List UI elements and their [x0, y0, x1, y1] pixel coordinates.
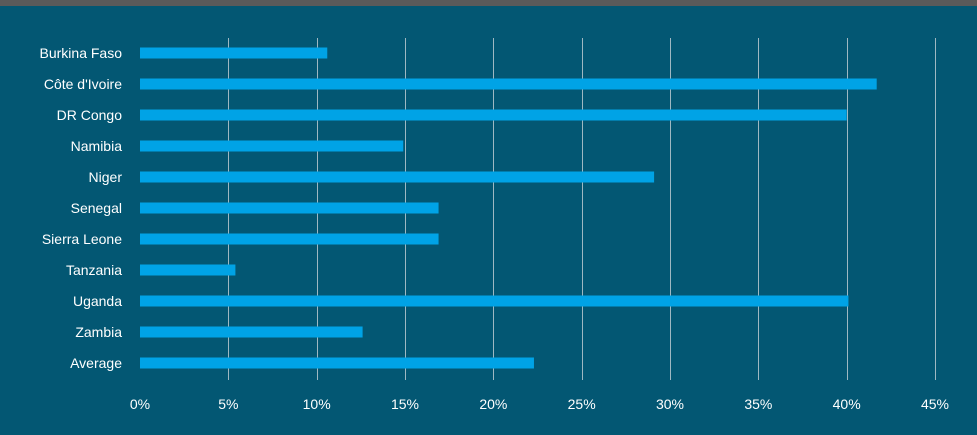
category-label: Senegal — [71, 200, 122, 216]
category-label: Côte d'Ivoire — [44, 76, 122, 92]
x-tick-label: 40% — [833, 396, 861, 412]
category-label: Niger — [89, 169, 123, 185]
x-tick-label: 30% — [656, 396, 684, 412]
x-tick-label: 15% — [391, 396, 419, 412]
x-tick-label: 35% — [744, 396, 772, 412]
gridlines — [228, 38, 936, 380]
x-tick-label: 25% — [568, 396, 596, 412]
category-label: Zambia — [75, 324, 122, 340]
bar — [140, 295, 849, 307]
category-label: Average — [70, 355, 122, 371]
bar — [140, 202, 439, 214]
x-axis-tick-labels: 0% 5% 10% 15% 20% 25% 30% 35% 40% 45% — [130, 396, 949, 412]
x-tick-label: 20% — [479, 396, 507, 412]
bar — [140, 109, 847, 121]
bar — [140, 264, 236, 276]
bar — [140, 233, 439, 245]
bars — [140, 47, 877, 369]
x-tick-label: 0% — [130, 396, 150, 412]
bar — [140, 78, 877, 90]
bar — [140, 357, 534, 369]
category-label: Uganda — [73, 293, 122, 309]
category-label: Sierra Leone — [42, 231, 122, 247]
x-tick-label: 5% — [218, 396, 238, 412]
category-label: Namibia — [71, 138, 123, 154]
top-border — [0, 0, 977, 6]
bar — [140, 140, 404, 152]
bar — [140, 171, 655, 183]
x-tick-label: 45% — [921, 396, 949, 412]
bar — [140, 47, 328, 59]
category-label: Burkina Faso — [40, 45, 123, 61]
bar — [140, 326, 363, 338]
x-tick-label: 10% — [303, 396, 331, 412]
category-labels: Burkina Faso Côte d'Ivoire DR Congo Namibia… — [40, 45, 123, 371]
category-label: DR Congo — [57, 107, 123, 123]
category-label: Tanzania — [66, 262, 122, 278]
